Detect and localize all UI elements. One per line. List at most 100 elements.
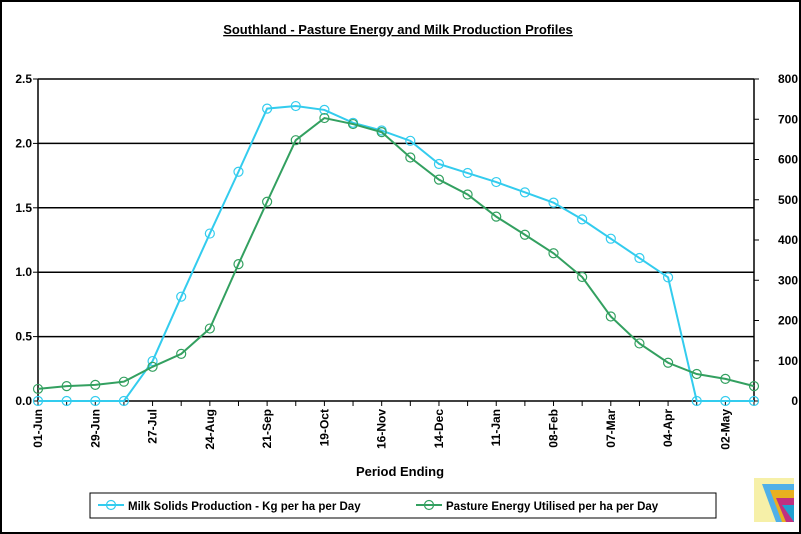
series-line xyxy=(37,116,755,390)
data-point xyxy=(577,214,588,225)
legend-swatch-marker xyxy=(105,499,117,511)
axes xyxy=(33,78,759,406)
data-point xyxy=(519,187,530,198)
x-axis-title: Period Ending xyxy=(356,464,444,479)
data-point xyxy=(548,197,559,208)
right-axis-tick-labels: 0 100 200 300 400 500 600 700 800 xyxy=(778,72,798,408)
right-axis-tick-label: 600 xyxy=(778,153,798,167)
gridlines xyxy=(38,142,754,338)
data-point xyxy=(577,271,588,283)
x-axis-tick-label: 02-May xyxy=(718,409,732,450)
data-point xyxy=(61,395,72,407)
right-axis-tick-label: 200 xyxy=(778,314,798,328)
x-axis-tick-label: 04-Apr xyxy=(661,409,675,447)
x-axis-tick-label: 19-Oct xyxy=(317,409,331,446)
data-point xyxy=(290,135,301,146)
data-point xyxy=(204,228,215,239)
app-logo-icon xyxy=(754,478,794,522)
data-point xyxy=(433,158,445,170)
data-point xyxy=(748,381,760,392)
data-point xyxy=(519,229,530,240)
data-point xyxy=(319,112,330,124)
data-point xyxy=(176,291,187,302)
data-point xyxy=(61,381,72,392)
series-line xyxy=(38,105,754,402)
legend-label: Pasture Energy Utilised per ha per Day xyxy=(446,501,659,513)
data-point xyxy=(720,395,731,407)
data-point xyxy=(176,348,187,360)
data-point xyxy=(462,189,473,200)
x-axis-tick-label: 11-Jan xyxy=(489,409,503,446)
data-point xyxy=(376,127,387,138)
data-point xyxy=(118,395,130,407)
data-point xyxy=(90,395,101,407)
data-point xyxy=(32,395,44,407)
data-point xyxy=(605,233,616,244)
right-axis-tick-label: 400 xyxy=(778,233,798,247)
right-axis-tick-label: 100 xyxy=(778,354,798,368)
series-layer xyxy=(32,100,760,407)
x-axis-tick-label: 21-Sep xyxy=(260,409,274,448)
data-point xyxy=(147,361,158,372)
data-point xyxy=(118,376,130,387)
data-point xyxy=(720,373,731,384)
data-point xyxy=(204,323,215,334)
right-axis-tick-label: 500 xyxy=(778,193,798,207)
right-axis-tick-label: 800 xyxy=(778,72,798,86)
x-axis-tick-label: 29-Jun xyxy=(88,409,102,448)
right-axis-tick-label: 300 xyxy=(778,273,798,287)
left-axis-tick-label: 1.0 xyxy=(15,265,32,279)
series-milk-solids xyxy=(32,100,760,407)
data-point xyxy=(233,259,244,270)
data-point xyxy=(605,311,616,322)
x-axis-tick-label: 16-Nov xyxy=(375,409,389,449)
legend-box xyxy=(89,492,717,519)
data-point xyxy=(634,338,645,349)
data-point xyxy=(634,252,645,264)
data-point xyxy=(548,248,559,259)
data-point xyxy=(691,395,702,407)
x-axis-tick-label: 01-Jun xyxy=(31,409,45,448)
data-point xyxy=(491,176,502,188)
data-point xyxy=(462,167,473,179)
data-point xyxy=(662,357,674,368)
data-point xyxy=(147,355,158,367)
left-axis-tick-label: 0.0 xyxy=(15,394,32,408)
data-point xyxy=(90,379,101,390)
data-point xyxy=(319,104,330,116)
x-axis-tick-label: 08-Feb xyxy=(547,409,561,448)
left-axis-tick-label: 1.5 xyxy=(15,201,32,215)
data-point xyxy=(262,103,273,114)
data-point xyxy=(748,395,760,407)
data-point xyxy=(691,368,702,380)
x-axis-tick-label: 07-Mar xyxy=(604,409,618,448)
x-axis-tick-label: 27-Jul xyxy=(146,409,160,444)
left-axis-tick-label: 2.5 xyxy=(15,72,32,86)
data-point xyxy=(347,118,359,130)
x-axis-tick-label: 14-Dec xyxy=(432,409,446,449)
legend: Milk Solids Production - Kg per ha per D… xyxy=(89,492,717,519)
data-point xyxy=(405,152,416,163)
data-point xyxy=(233,166,244,177)
data-point xyxy=(491,211,502,222)
legend-label: Milk Solids Production - Kg per ha per D… xyxy=(128,501,361,513)
data-point xyxy=(405,135,416,146)
x-axis-tick-labels: 01-Jun 29-Jun 27-Jul 24-Aug 21-Sep 19-Oct 16-N… xyxy=(31,409,732,450)
data-point xyxy=(262,196,273,207)
series-pasture-energy xyxy=(32,112,760,395)
right-axis-tick-label: 0 xyxy=(791,394,798,408)
x-axis-tick-label: 24-Aug xyxy=(203,409,217,450)
left-axis-tick-label: 2.0 xyxy=(15,136,32,150)
data-point xyxy=(32,383,44,395)
data-point xyxy=(290,100,301,112)
legend-swatch-marker xyxy=(423,499,435,511)
left-axis-tick-label: 0.5 xyxy=(15,330,32,344)
right-axis-tick-label: 700 xyxy=(778,112,798,126)
data-point xyxy=(662,272,674,283)
data-point xyxy=(433,174,445,185)
left-axis-tick-labels: 0.0 0.5 1.0 1.5 2.0 2.5 xyxy=(15,72,32,408)
chart-title: Southland - Pasture Energy and Milk Prod… xyxy=(223,22,573,37)
